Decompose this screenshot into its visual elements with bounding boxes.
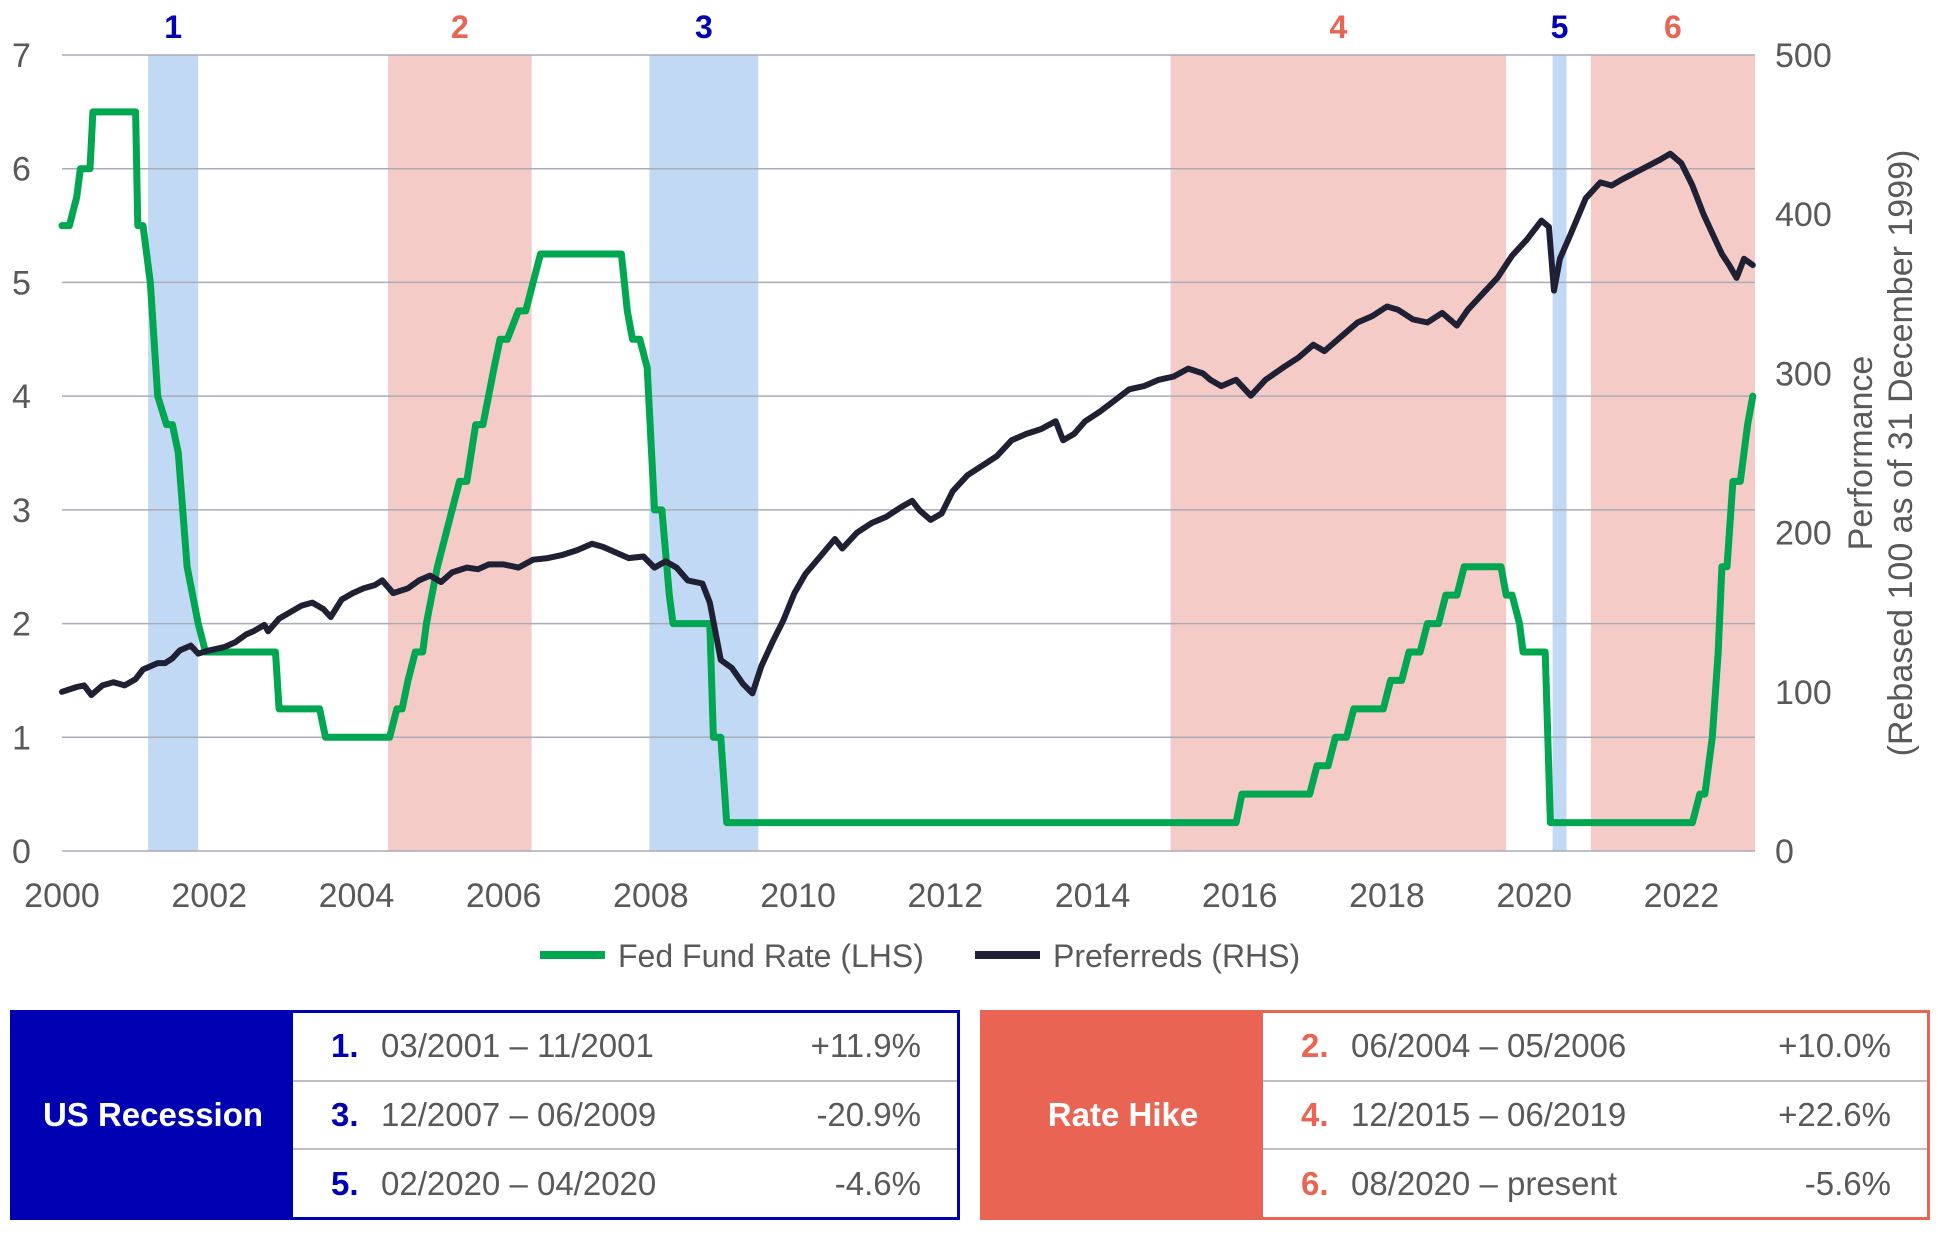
- period-number: 4.: [1301, 1096, 1329, 1133]
- period-performance: -4.6%: [834, 1164, 921, 1202]
- period-number: 2.: [1301, 1027, 1329, 1065]
- period-performance: +11.9%: [810, 1027, 921, 1065]
- period-band-3: [649, 55, 759, 851]
- left-tick-label: 7: [12, 37, 31, 75]
- right-tick-label: 100: [1775, 674, 1832, 712]
- rate-hike-table-title: Rate Hike: [983, 1013, 1263, 1217]
- period-performance: -20.9%: [816, 1096, 921, 1133]
- period-label-3: 3: [695, 9, 713, 45]
- x-tick-label: 2010: [760, 877, 836, 915]
- preferreds-line: [59, 150, 1756, 698]
- table-row: 5. 02/2020 – 04/2020 -4.6%: [293, 1150, 957, 1217]
- right-axis-label-line2: (Rebased 100 as of 31 December 1999): [1882, 150, 1920, 757]
- x-tick-label: 2012: [907, 877, 983, 915]
- x-tick-label: 2004: [319, 877, 395, 915]
- period-number: 5.: [331, 1164, 359, 1202]
- right-tick-label: 300: [1775, 355, 1832, 393]
- x-tick-label: 2018: [1349, 877, 1425, 915]
- left-tick-label: 1: [12, 719, 31, 757]
- gridlines: [62, 54, 1755, 852]
- rate-hike-table-rows: 2. 06/2004 – 05/2006 +10.0% 4. 12/2015 –…: [1263, 1013, 1927, 1217]
- period-bands: [148, 55, 1755, 851]
- table-row: 2. 06/2004 – 05/2006 +10.0%: [1263, 1013, 1927, 1082]
- right-tick-label: 200: [1775, 515, 1832, 553]
- recession-table: US Recession 1. 03/2001 – 11/2001 +11.9%…: [10, 1010, 960, 1220]
- right-tick-label: 400: [1775, 196, 1832, 234]
- period-label-2: 2: [451, 9, 469, 45]
- left-axis-ticks: 0 1 2 3 4 5 6 7: [12, 37, 31, 871]
- left-tick-label: 6: [12, 151, 31, 189]
- period-band-6: [1590, 55, 1755, 851]
- x-tick-label: 2006: [466, 877, 542, 915]
- period-band-2: [388, 55, 532, 851]
- period-band-1: [148, 55, 199, 851]
- period-label-1: 1: [164, 9, 182, 45]
- right-tick-label: 0: [1775, 833, 1794, 871]
- x-tick-label: 2008: [613, 877, 689, 915]
- period-label-5: 5: [1551, 9, 1569, 45]
- series-lines: [58, 108, 1757, 827]
- recession-table-rows: 1. 03/2001 – 11/2001 +11.9% 3. 12/2007 –…: [293, 1013, 957, 1217]
- left-tick-label: 3: [12, 492, 31, 530]
- x-tick-label: 2002: [171, 877, 247, 915]
- period-dates: 03/2001 – 11/2001: [381, 1027, 654, 1065]
- right-axis-label-line1: Performance: [1842, 356, 1880, 551]
- x-tick-label: 2014: [1055, 877, 1131, 915]
- period-number: 1.: [331, 1027, 359, 1065]
- period-band-4: [1170, 55, 1507, 851]
- period-performance: +22.6%: [1778, 1096, 1891, 1133]
- period-labels: 1 2 3 4 5 6: [164, 9, 1682, 45]
- recession-table-title: US Recession: [13, 1013, 293, 1217]
- legend: Fed Fund Rate (LHS) Preferreds (RHS): [540, 938, 1300, 974]
- period-dates: 08/2020 – present: [1351, 1164, 1618, 1202]
- table-row: 1. 03/2001 – 11/2001 +11.9%: [293, 1013, 957, 1082]
- left-tick-label: 2: [12, 606, 31, 644]
- left-tick-label: 5: [12, 264, 31, 302]
- table-row: 6. 08/2020 – present -5.6%: [1263, 1150, 1927, 1217]
- x-axis-ticks: 2000 2002 2004 2006 2008 2010 2012 2014 2016 2018…: [24, 877, 1719, 915]
- table-row: 3. 12/2007 – 06/2009 -20.9%: [293, 1082, 957, 1151]
- right-tick-label: 500: [1775, 37, 1832, 75]
- period-dates: 12/2007 – 06/2009: [381, 1096, 657, 1133]
- x-tick-label: 2020: [1496, 877, 1572, 915]
- left-tick-label: 4: [12, 378, 31, 416]
- period-dates: 02/2020 – 04/2020: [381, 1164, 657, 1202]
- period-dates: 06/2004 – 05/2006: [1351, 1027, 1627, 1065]
- period-performance: +10.0%: [1778, 1027, 1891, 1065]
- x-tick-label: 2022: [1644, 877, 1720, 915]
- legend-fed-label: Fed Fund Rate (LHS): [618, 938, 924, 974]
- legend-pref-label: Preferreds (RHS): [1053, 938, 1300, 974]
- period-label-6: 6: [1664, 9, 1682, 45]
- x-tick-label: 2016: [1202, 877, 1278, 915]
- right-axis-ticks: 0 100 200 300 400 500: [1775, 37, 1832, 871]
- fed-fund-rate-line: [58, 108, 1757, 827]
- period-label-4: 4: [1329, 9, 1347, 45]
- period-band-5: [1552, 55, 1567, 851]
- period-performance: -5.6%: [1804, 1164, 1891, 1202]
- rate-hike-table: Rate Hike 2. 06/2004 – 05/2006 +10.0% 4.…: [980, 1010, 1930, 1220]
- period-number: 3.: [331, 1096, 359, 1133]
- x-tick-label: 2000: [24, 877, 100, 915]
- table-row: 4. 12/2015 – 06/2019 +22.6%: [1263, 1082, 1927, 1151]
- left-tick-label: 0: [12, 833, 31, 871]
- period-dates: 12/2015 – 06/2019: [1351, 1096, 1627, 1133]
- period-number: 6.: [1301, 1164, 1329, 1202]
